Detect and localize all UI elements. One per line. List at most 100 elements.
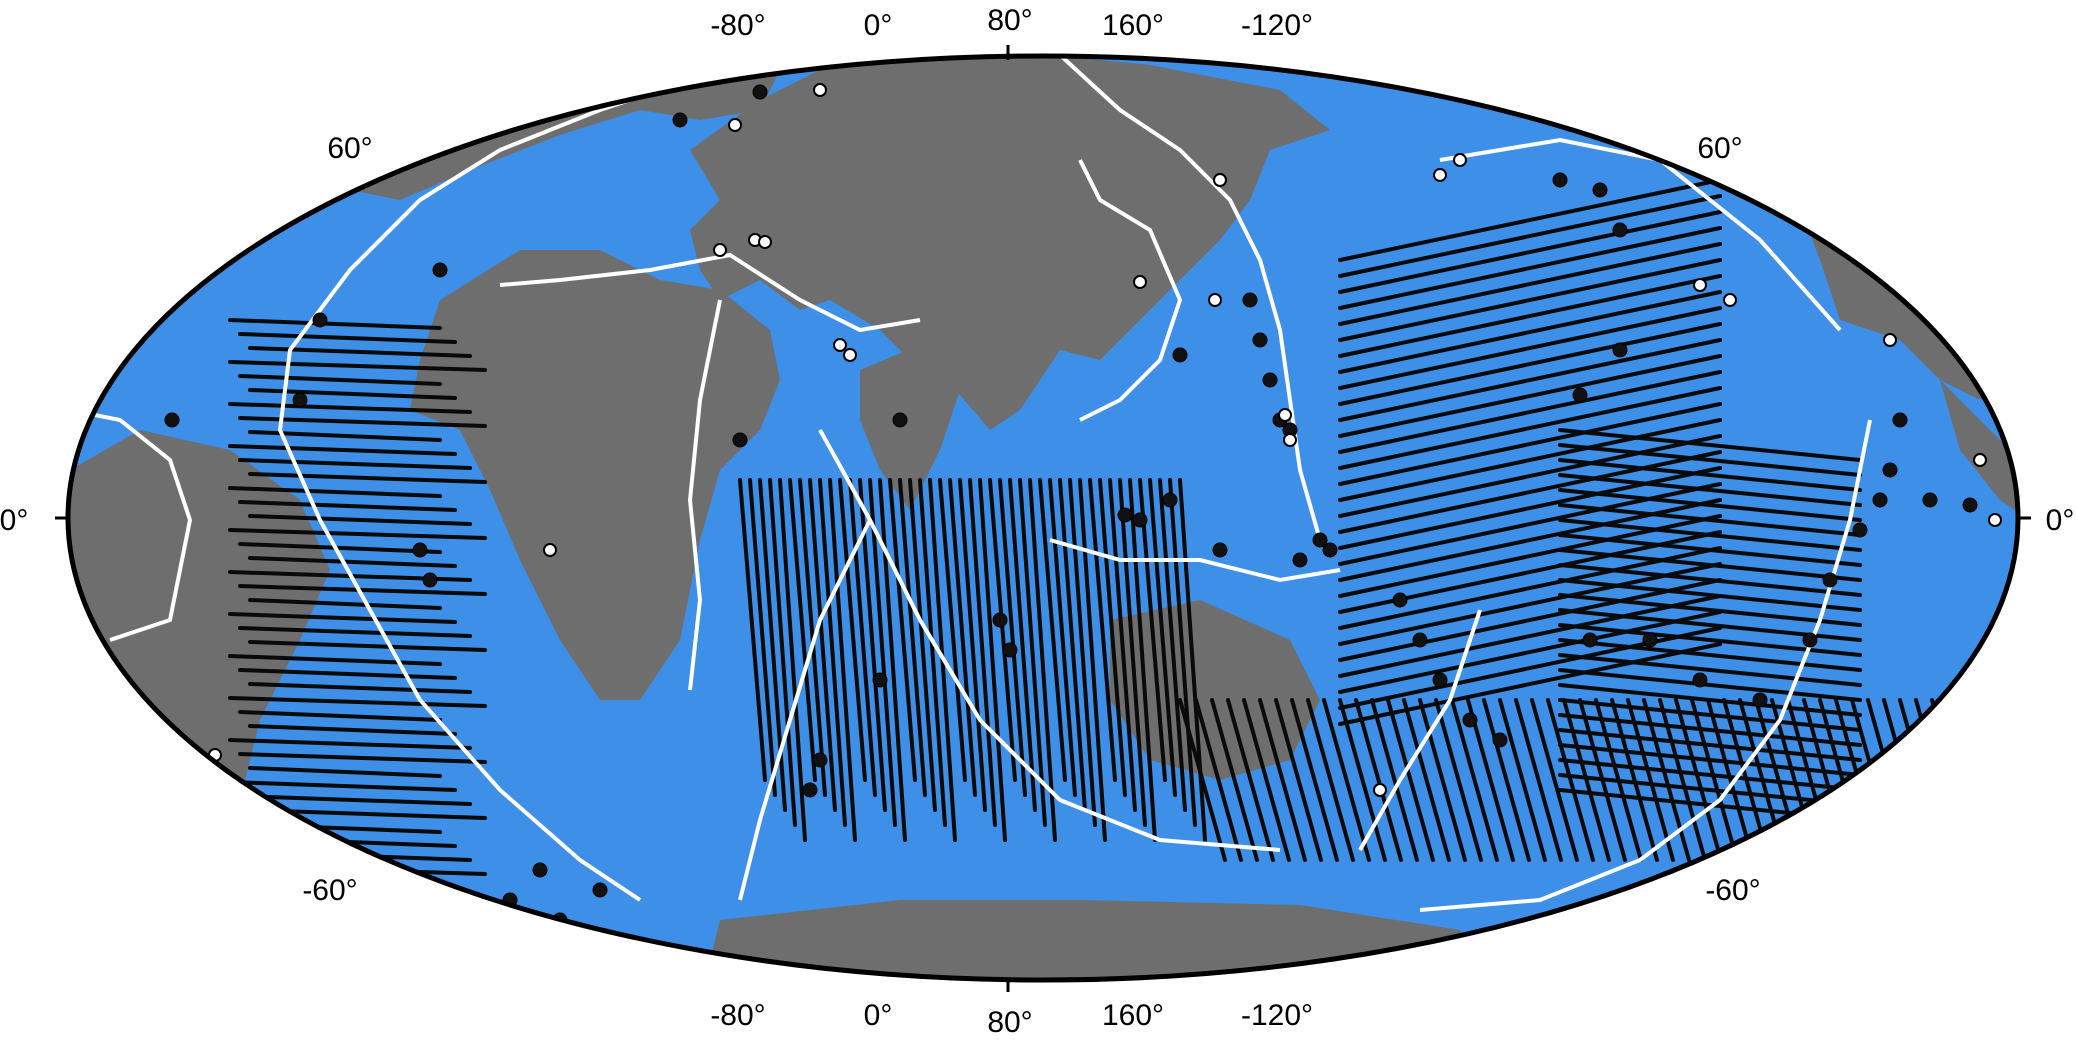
fracture-zone-line [1558,593,1862,627]
fracture-zone-line [1338,210,1722,294]
india-land [860,345,960,510]
fracture-zone-line [238,668,457,680]
black-point-marker [592,882,608,898]
fracture-zone-line [1498,698,1547,862]
fracture-zone-line [1038,478,1067,782]
black-point-markers [164,84,1978,928]
fracture-zone-line [238,374,442,386]
fracture-zone-line [228,318,442,330]
fracture-zone-line [1258,698,1307,862]
fracture-zone-line [1626,698,1675,862]
fracture-zone-line [1562,698,1611,862]
fracture-zone-line [1338,338,1722,422]
fracture-zone-line [948,478,977,797]
fracture-zone-line [238,794,472,806]
fracture-zone-line [1128,478,1157,842]
fracture-zone-line [228,360,487,372]
black-point-marker [1462,712,1478,728]
fracture-zone-line [1482,698,1531,862]
fracture-zone-line [788,478,817,782]
black-point-marker [1872,492,1888,508]
white-point-marker [758,235,772,249]
fracture-zone-line [1338,194,1722,278]
fracture-zone-line [1338,178,1722,262]
fracture-zone-line [1558,728,1862,762]
fracture-zone-line [238,710,442,722]
top-label-neg80: -80° [710,9,765,42]
white-point-marker [1988,513,2002,527]
fracture-zone-line [1946,698,1995,862]
fracture-zone-line [238,332,457,344]
fracture-zone-line [1450,698,1499,862]
black-point-marker [672,112,688,128]
fracture-zone-line [1558,713,1862,747]
fracture-zone-line [1068,478,1097,827]
fracture-zone-line [1338,322,1722,406]
fracture-zone-line [1558,758,1862,792]
fracture-zone-line [1088,478,1117,782]
fracture-zone-line [1558,473,1862,507]
black-point-marker [992,612,1008,628]
white-point-marker [1373,783,1387,797]
fracture-zone-line [1558,428,1862,462]
fracture-zone-line [1048,478,1077,797]
top-label-0: 0° [864,9,893,42]
fracture-zone-line [1158,478,1187,812]
fracture-zone-line [228,696,487,708]
white-point-marker [1208,293,1222,307]
fracture-zone-line [1338,370,1722,454]
black-point-marker [802,782,818,798]
fracture-zone-line [228,528,487,540]
alpine-belt [499,252,921,333]
white-point-marker [813,83,827,97]
right-label-0: 0° [2046,504,2075,537]
black-point-marker [1002,642,1018,658]
white-point-marker [1453,153,1467,167]
fracture-zone-line [228,654,442,666]
black-point-marker [1882,462,1898,478]
white-point-marker [1973,453,1987,467]
top-label-160: 160° [1102,9,1164,42]
fracture-zone-line [238,752,487,764]
fracture-zone-line [1642,698,1691,862]
fracture-zone-line [1148,478,1177,797]
black-point-marker [1117,507,1133,523]
fracture-zone-line [248,682,472,694]
black-point-marker [732,432,748,448]
black-point-marker [432,262,448,278]
black-point-marker [1162,492,1178,508]
south-america-boundary [69,408,193,642]
tonga-kermadec [1358,609,1482,851]
fracture-zone-line [248,514,472,526]
fracture-zone-line [1558,638,1862,672]
fracture-zone-line [1898,698,1947,862]
fracture-zone-line [968,478,997,827]
fracture-zone-line [978,478,1007,842]
fracture-zone-line [1338,466,1722,550]
fracture-zone-line [1194,698,1243,862]
fracture-zone-line [228,780,457,792]
white-point-marker [1213,173,1227,187]
black-point-marker [1752,692,1768,708]
fracture-zone-line [1322,698,1371,862]
fracture-zone-line [1546,698,1595,862]
fracture-zone-line [238,584,487,596]
fracture-zone-line [1962,698,2011,862]
fracture-zone-line [1418,698,1467,862]
bottom-label-0: 0° [864,999,893,1032]
white-point-marker [713,243,727,257]
left-label-neg60: -60° [302,874,357,907]
eurasia-inner [1078,159,1183,422]
black-point-marker [164,412,180,428]
fracture-zone-line [1558,578,1862,612]
fracture-zone-line [1274,698,1323,862]
fracture-zone-line [238,458,472,470]
fracture-zone-line [1558,443,1862,477]
fracture-zone-line [228,486,442,498]
north-america-land [1620,80,2000,400]
black-point-marker [812,752,828,768]
fracture-zone-line [1370,698,1419,862]
black-point-marker [752,84,768,100]
fracture-zone-line [848,478,877,797]
left-label-60: 60° [327,132,372,165]
